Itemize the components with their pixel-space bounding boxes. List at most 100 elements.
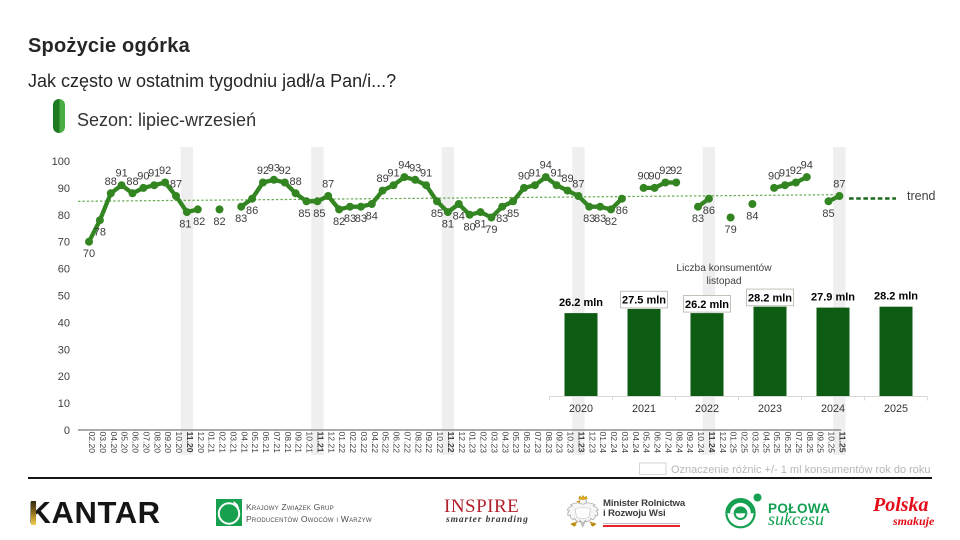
- svg-text:09.25: 09.25: [816, 432, 826, 454]
- svg-text:28.2 mln: 28.2 mln: [874, 291, 918, 303]
- svg-text:01.21: 01.21: [207, 432, 217, 454]
- svg-text:05.22: 05.22: [381, 432, 391, 454]
- svg-text:09.20: 09.20: [163, 432, 173, 454]
- svg-text:08.23: 08.23: [544, 432, 554, 454]
- svg-text:94: 94: [398, 160, 410, 172]
- svg-text:2020: 2020: [569, 403, 593, 415]
- svg-text:92: 92: [279, 165, 291, 177]
- svg-text:84: 84: [366, 211, 378, 223]
- svg-text:88: 88: [289, 176, 301, 188]
- svg-text:100: 100: [52, 156, 70, 168]
- svg-text:05.25: 05.25: [772, 432, 782, 454]
- svg-text:91: 91: [550, 168, 562, 180]
- svg-text:84: 84: [453, 211, 465, 223]
- svg-text:85: 85: [313, 208, 325, 220]
- svg-text:05.24: 05.24: [642, 432, 652, 454]
- svg-text:04.23: 04.23: [500, 432, 510, 454]
- svg-text:91: 91: [420, 168, 432, 180]
- svg-text:86: 86: [703, 205, 715, 217]
- svg-text:04.25: 04.25: [761, 432, 771, 454]
- svg-text:85: 85: [507, 208, 519, 220]
- svg-text:01.22: 01.22: [337, 432, 347, 454]
- svg-text:87: 87: [170, 179, 182, 191]
- svg-text:91: 91: [779, 168, 791, 180]
- svg-text:03.23: 03.23: [489, 432, 499, 454]
- svg-text:88: 88: [126, 176, 138, 188]
- svg-text:06.22: 06.22: [392, 432, 402, 454]
- svg-text:85: 85: [822, 208, 834, 220]
- svg-text:79: 79: [724, 224, 736, 236]
- svg-text:06.24: 06.24: [653, 432, 663, 454]
- svg-text:08.20: 08.20: [152, 432, 162, 454]
- svg-text:92: 92: [257, 165, 269, 177]
- svg-text:89: 89: [376, 173, 388, 185]
- svg-text:01.24: 01.24: [598, 432, 608, 454]
- svg-text:90: 90: [58, 183, 70, 195]
- svg-text:80: 80: [463, 221, 475, 233]
- svg-text:78: 78: [94, 227, 106, 239]
- svg-text:10.21: 10.21: [305, 432, 315, 454]
- svg-text:20: 20: [58, 371, 70, 383]
- svg-text:89: 89: [561, 173, 573, 185]
- svg-text:91: 91: [387, 168, 399, 180]
- svg-text:05.23: 05.23: [511, 432, 521, 454]
- svg-text:12.21: 12.21: [326, 432, 336, 454]
- svg-text:04.24: 04.24: [631, 432, 641, 454]
- svg-text:80: 80: [58, 210, 70, 222]
- svg-text:06.23: 06.23: [522, 432, 532, 454]
- svg-text:03.22: 03.22: [359, 432, 369, 454]
- svg-text:03.24: 03.24: [620, 432, 630, 454]
- svg-text:Oznaczenie różnic +/- 1 ml kon: Oznaczenie różnic +/- 1 ml konsumentów r…: [671, 464, 931, 476]
- svg-text:01.23: 01.23: [468, 432, 478, 454]
- svg-text:88: 88: [105, 176, 117, 188]
- svg-text:09.24: 09.24: [685, 432, 695, 454]
- svg-text:trend: trend: [907, 189, 936, 203]
- svg-text:26.2 mln: 26.2 mln: [559, 297, 603, 309]
- svg-text:91: 91: [148, 168, 160, 180]
- svg-text:86: 86: [246, 205, 258, 217]
- svg-text:02.23: 02.23: [479, 432, 489, 454]
- svg-text:86: 86: [616, 205, 628, 217]
- svg-text:12.20: 12.20: [196, 432, 206, 454]
- svg-text:09.21: 09.21: [294, 432, 304, 454]
- svg-text:02.24: 02.24: [609, 432, 619, 454]
- svg-text:91: 91: [529, 168, 541, 180]
- svg-text:10.24: 10.24: [696, 432, 706, 454]
- svg-text:83: 83: [692, 213, 704, 225]
- svg-text:92: 92: [790, 165, 802, 177]
- svg-text:08.25: 08.25: [805, 432, 815, 454]
- svg-text:12.22: 12.22: [457, 432, 467, 454]
- svg-text:84: 84: [746, 211, 758, 223]
- svg-text:10.25: 10.25: [827, 432, 837, 454]
- svg-text:07.22: 07.22: [402, 432, 412, 454]
- svg-text:82: 82: [605, 216, 617, 228]
- svg-text:05.20: 05.20: [120, 432, 130, 454]
- svg-text:10.20: 10.20: [174, 432, 184, 454]
- svg-text:2022: 2022: [695, 403, 719, 415]
- svg-text:06.21: 06.21: [261, 432, 271, 454]
- svg-text:03.20: 03.20: [98, 432, 108, 454]
- svg-text:81: 81: [474, 219, 486, 231]
- svg-text:91: 91: [115, 168, 127, 180]
- svg-text:70: 70: [58, 237, 70, 249]
- svg-text:01.25: 01.25: [729, 432, 739, 454]
- svg-text:87: 87: [833, 179, 845, 191]
- svg-text:04.20: 04.20: [109, 432, 119, 454]
- svg-text:50: 50: [58, 291, 70, 303]
- svg-text:08.24: 08.24: [674, 432, 684, 454]
- svg-text:12.24: 12.24: [718, 432, 728, 454]
- svg-text:06.20: 06.20: [131, 432, 141, 454]
- svg-text:60: 60: [58, 264, 70, 276]
- svg-text:83: 83: [355, 213, 367, 225]
- svg-text:27.5 mln: 27.5 mln: [622, 295, 666, 307]
- svg-text:28.2 mln: 28.2 mln: [748, 293, 792, 305]
- svg-text:07.20: 07.20: [141, 432, 151, 454]
- svg-text:02.21: 02.21: [218, 432, 228, 454]
- svg-text:11.25: 11.25: [837, 432, 847, 453]
- svg-text:83: 83: [583, 213, 595, 225]
- svg-text:12.23: 12.23: [587, 432, 597, 454]
- svg-text:70: 70: [83, 248, 95, 260]
- svg-text:04.21: 04.21: [239, 432, 249, 454]
- svg-text:2021: 2021: [632, 403, 656, 415]
- svg-text:83: 83: [235, 213, 247, 225]
